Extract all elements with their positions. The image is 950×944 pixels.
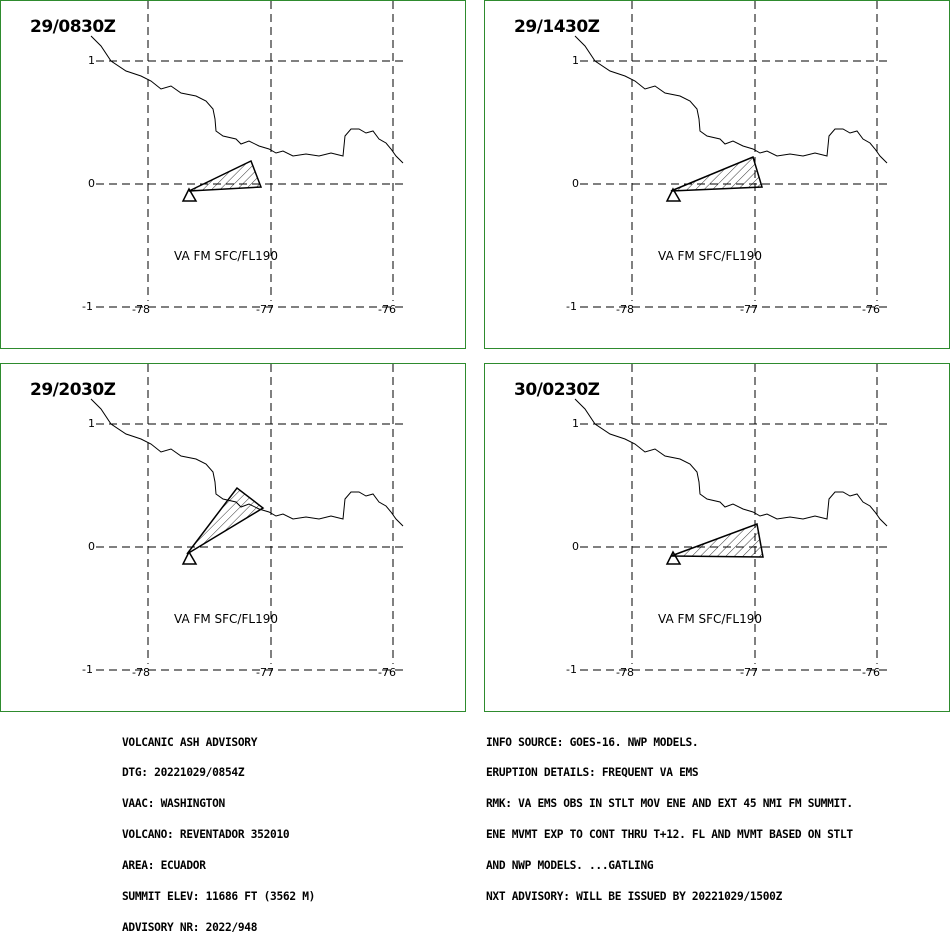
- lat-tick: 1: [88, 54, 95, 67]
- map-3: [90, 364, 404, 671]
- ash-area: [670, 155, 763, 192]
- advisory-line: SUMMIT ELEV: 11686 FT (3562 M): [122, 890, 316, 904]
- lat-tick: 0: [572, 540, 579, 553]
- advisory-line: VOLCANO: REVENTADOR 352010: [122, 828, 290, 842]
- valid-time: 29/2030Z: [30, 380, 116, 400]
- lat-tick: -1: [82, 663, 93, 676]
- lon-tick: -77: [256, 303, 274, 316]
- valid-time: 29/0830Z: [30, 17, 116, 37]
- ash-level-label: VA FM SFC/FL190: [174, 249, 278, 263]
- advisory-line: INFO SOURCE: GOES-16. NWP MODELS.: [486, 735, 699, 749]
- advisory-line: ENE MVMT EXP TO CONT THRU T+12. FL AND M…: [486, 828, 853, 842]
- lon-tick: -77: [740, 666, 758, 679]
- lon-tick: -76: [862, 666, 880, 679]
- lon-tick: -77: [256, 666, 274, 679]
- forecast-panel-3: 29/2030Z VA FM SFC/FL190 1 0 -1 -78 -77 …: [0, 363, 466, 712]
- advisory-line: AREA: ECUADOR: [122, 859, 206, 873]
- coastline: [574, 35, 888, 164]
- volcano-icon: [181, 187, 198, 202]
- lon-tick: -76: [378, 303, 396, 316]
- ash-level-label: VA FM SFC/FL190: [658, 249, 762, 263]
- ash-area: [670, 522, 764, 558]
- lat-tick: 0: [88, 177, 95, 190]
- lat-tick: 1: [572, 417, 579, 430]
- lat-tick: 1: [88, 417, 95, 430]
- lat-tick: 0: [572, 177, 579, 190]
- advisory-line: RMK: VA EMS OBS IN STLT MOV ENE AND EXT …: [486, 797, 853, 811]
- advisory-line: AND NWP MODELS. ...GATLING: [486, 859, 654, 873]
- coastline: [574, 398, 888, 527]
- volcano-icon: [665, 187, 682, 202]
- lon-tick: -76: [378, 666, 396, 679]
- forecast-panel-2: 29/1430Z VA FM SFC/FL190 1 0 -1 -78 -77 …: [484, 0, 950, 349]
- advisory-line: VAAC: WASHINGTON: [122, 797, 225, 811]
- advisory-line: NXT ADVISORY: WILL BE ISSUED BY 20221029…: [486, 890, 783, 904]
- ash-level-label: VA FM SFC/FL190: [174, 612, 278, 626]
- ash-area: [188, 159, 263, 192]
- lat-tick: 0: [88, 540, 95, 553]
- advisory-line: ADVISORY NR: 2022/948: [122, 920, 258, 934]
- coastline: [90, 35, 404, 164]
- lon-tick: -77: [740, 303, 758, 316]
- lat-tick: 1: [572, 54, 579, 67]
- lon-tick: -76: [862, 303, 880, 316]
- map-4: [574, 364, 888, 671]
- lat-tick: -1: [82, 300, 93, 313]
- advisory-details-text: INFO SOURCE: GOES-16. NWP MODELS. ERUPTI…: [486, 717, 853, 913]
- map-2: [574, 1, 888, 308]
- lat-tick: -1: [566, 663, 577, 676]
- volcano-icon: [181, 550, 198, 565]
- lon-tick: -78: [132, 303, 150, 316]
- advisory-line: DTG: 20221029/0854Z: [122, 766, 245, 780]
- forecast-panel-4: 30/0230Z VA FM SFC/FL190 1 0 -1 -78 -77 …: [484, 363, 950, 712]
- advisory-header-text: VOLCANIC ASH ADVISORY DTG: 20221029/0854…: [122, 717, 315, 944]
- advisory-line: ERUPTION DETAILS: FREQUENT VA EMS: [486, 766, 699, 780]
- volcano-icon: [665, 550, 682, 565]
- lon-tick: -78: [132, 666, 150, 679]
- map-1: [90, 1, 404, 308]
- ash-area: [186, 486, 265, 555]
- lon-tick: -78: [616, 303, 634, 316]
- valid-time: 29/1430Z: [514, 17, 600, 37]
- lat-tick: -1: [566, 300, 577, 313]
- advisory-line: VOLCANIC ASH ADVISORY: [122, 735, 258, 749]
- valid-time: 30/0230Z: [514, 380, 600, 400]
- lon-tick: -78: [616, 666, 634, 679]
- forecast-panel-1: 29/0830Z VA FM SFC/FL190 1 0 -1 -78 -77 …: [0, 0, 466, 349]
- ash-level-label: VA FM SFC/FL190: [658, 612, 762, 626]
